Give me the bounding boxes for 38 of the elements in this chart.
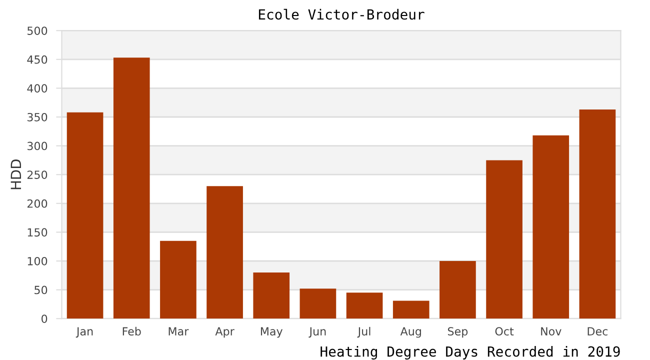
x-tick-label: Dec: [588, 327, 608, 336]
bar: [253, 272, 290, 319]
bar: [532, 135, 570, 319]
bar: [160, 240, 196, 319]
x-axis-title: Heating Degree Days Recorded in 2019: [320, 346, 620, 360]
bar: [440, 261, 476, 319]
bar: [66, 112, 104, 319]
x-tick-label: Mar: [168, 327, 189, 336]
bar: [392, 300, 430, 319]
y-tick-label: 450: [27, 55, 48, 64]
x-tick-label: Feb: [122, 326, 141, 336]
x-tick-label: Jan: [76, 327, 93, 338]
y-tick-label: 0: [42, 314, 48, 323]
bar: [113, 58, 150, 319]
x-tick-label: Aug: [400, 327, 421, 338]
x-tick-label: Oct: [495, 327, 514, 336]
x-tick-label: May: [260, 327, 283, 338]
bar: [579, 110, 616, 319]
y-tick-label: 200: [27, 199, 48, 208]
y-tick-label: 100: [28, 256, 48, 266]
x-tick-label: Sep: [448, 327, 468, 338]
x-tick-label: Apr: [215, 327, 234, 338]
y-tick-label: 150: [28, 228, 48, 237]
bar: [346, 292, 383, 319]
bar: [486, 160, 522, 319]
x-tick-label: Jul: [357, 326, 370, 338]
chart-title: Ecole Victor-Brodeur: [258, 8, 424, 20]
bar: [300, 288, 336, 319]
y-tick-label: 350: [28, 112, 48, 122]
y-axis-title: HDD: [10, 160, 21, 190]
y-tick-label: 50: [34, 286, 48, 294]
bar: [206, 186, 243, 319]
y-tick-label: 300: [28, 142, 48, 150]
y-tick-label: 400: [27, 84, 48, 93]
x-tick-label: Jun: [308, 327, 326, 338]
y-tick-label: 250: [27, 170, 48, 179]
y-tick-label: 500: [28, 26, 48, 35]
x-tick-label: Nov: [541, 327, 562, 336]
